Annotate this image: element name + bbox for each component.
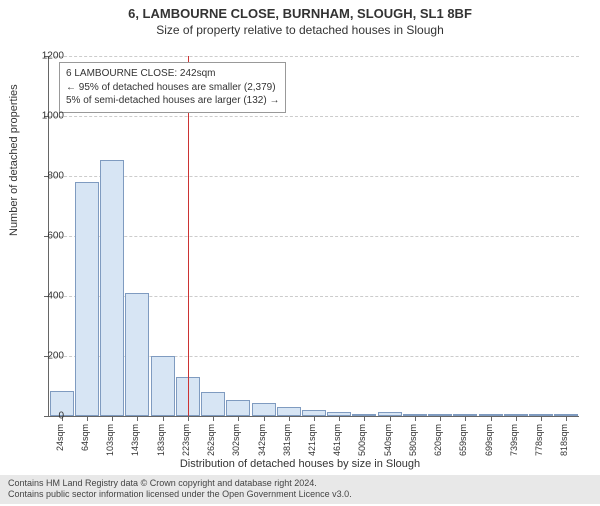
x-tick-mark (440, 416, 441, 421)
y-tick-label: 200 (24, 351, 64, 362)
chart-title: 6, LAMBOURNE CLOSE, BURNHAM, SLOUGH, SL1… (0, 6, 600, 21)
annotation-line: 6 LAMBOURNE CLOSE: 242sqm (66, 67, 279, 81)
x-tick-label: 620sqm (433, 424, 443, 456)
x-tick-label: 143sqm (130, 424, 140, 456)
plot-area: 24sqm64sqm103sqm143sqm183sqm223sqm262sqm… (48, 56, 579, 417)
x-tick-mark (339, 416, 340, 421)
bar (252, 403, 276, 417)
x-tick-label: 699sqm (484, 424, 494, 456)
grid-line (49, 176, 579, 177)
x-tick-mark (491, 416, 492, 421)
chart-subtitle: Size of property relative to detached ho… (0, 23, 600, 37)
annotation-line: ← 95% of detached houses are smaller (2,… (66, 81, 279, 95)
x-tick-label: 659sqm (458, 424, 468, 456)
bar (201, 392, 225, 416)
grid-line (49, 116, 579, 117)
bar (151, 356, 175, 416)
annotation-line: 5% of semi-detached houses are larger (1… (66, 94, 279, 108)
y-axis-label: Number of detached properties (8, 84, 20, 236)
x-tick-label: 24sqm (55, 424, 65, 451)
bar (125, 293, 149, 416)
x-tick-mark (163, 416, 164, 421)
x-tick-mark (415, 416, 416, 421)
x-tick-label: 500sqm (357, 424, 367, 456)
footer-line-1: Contains HM Land Registry data © Crown c… (8, 478, 592, 490)
y-tick-label: 800 (24, 171, 64, 182)
x-tick-label: 103sqm (105, 424, 115, 456)
x-tick-label: 778sqm (534, 424, 544, 456)
x-tick-mark (289, 416, 290, 421)
grid-line (49, 236, 579, 237)
x-tick-label: 421sqm (307, 424, 317, 456)
x-tick-label: 302sqm (231, 424, 241, 456)
y-tick-label: 1000 (24, 111, 64, 122)
y-tick-label: 0 (24, 411, 64, 422)
x-tick-label: 64sqm (80, 424, 90, 451)
x-tick-mark (213, 416, 214, 421)
annotation-box: 6 LAMBOURNE CLOSE: 242sqm← 95% of detach… (59, 62, 286, 113)
x-tick-label: 223sqm (181, 424, 191, 456)
x-tick-mark (112, 416, 113, 421)
x-tick-mark (87, 416, 88, 421)
x-tick-label: 262sqm (206, 424, 216, 456)
x-tick-label: 739sqm (509, 424, 519, 456)
bar (75, 182, 99, 416)
bar (226, 400, 250, 417)
x-tick-mark (314, 416, 315, 421)
x-tick-label: 580sqm (408, 424, 418, 456)
chart-area: 24sqm64sqm103sqm143sqm183sqm223sqm262sqm… (48, 56, 578, 416)
x-tick-mark (264, 416, 265, 421)
y-tick-label: 400 (24, 291, 64, 302)
x-axis-label: Distribution of detached houses by size … (0, 458, 600, 470)
x-tick-label: 342sqm (257, 424, 267, 456)
x-tick-mark (188, 416, 189, 421)
bar (100, 160, 124, 417)
x-tick-mark (238, 416, 239, 421)
x-tick-mark (541, 416, 542, 421)
x-tick-label: 461sqm (332, 424, 342, 456)
grid-line (49, 56, 579, 57)
bar (277, 407, 301, 416)
y-tick-label: 600 (24, 231, 64, 242)
x-tick-mark (390, 416, 391, 421)
x-tick-label: 183sqm (156, 424, 166, 456)
x-tick-mark (137, 416, 138, 421)
x-tick-label: 381sqm (282, 424, 292, 456)
x-tick-label: 818sqm (559, 424, 569, 456)
x-tick-mark (516, 416, 517, 421)
footer-line-2: Contains public sector information licen… (8, 489, 592, 501)
x-tick-mark (364, 416, 365, 421)
x-tick-label: 540sqm (383, 424, 393, 456)
y-tick-label: 1200 (24, 51, 64, 62)
x-tick-mark (566, 416, 567, 421)
x-tick-mark (465, 416, 466, 421)
